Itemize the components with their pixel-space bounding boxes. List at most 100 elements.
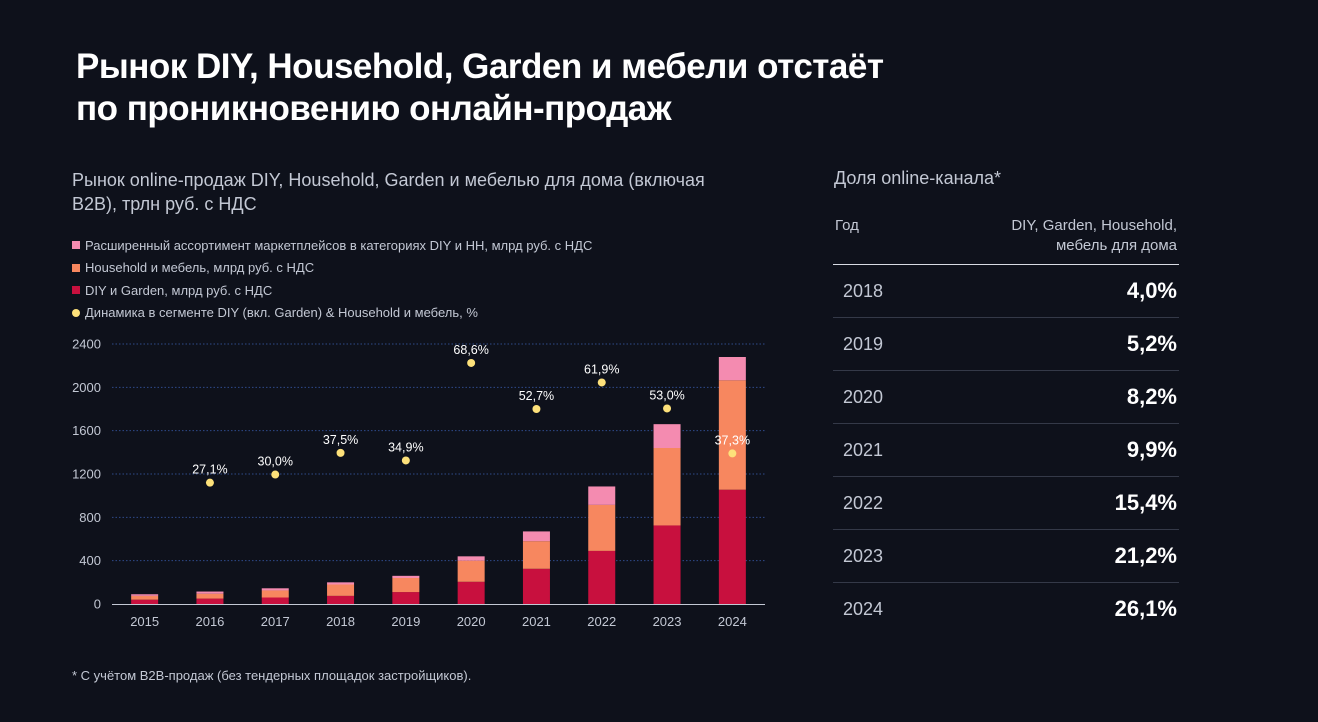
legend-item: DIY и Garden, млрд руб. с НДС [72,279,592,302]
bar-household-furniture [588,504,616,551]
legend-label: Динамика в сегменте DIY (вкл. Garden) & … [85,305,478,321]
growth-label: 27,1% [192,463,227,477]
bar-marketplace-assortment [261,588,289,591]
growth-label: 68,6% [453,343,488,357]
footnote: * С учётом B2B-продаж (без тендерных пло… [72,668,472,683]
y-tick-label: 800 [79,510,101,525]
bar-marketplace-assortment [392,575,420,578]
share-value: 8,2% [1126,384,1177,409]
x-tick-label: 2015 [130,614,159,629]
share-year: 2022 [843,492,884,513]
legend-swatch [72,241,80,250]
bar-diy-garden [718,489,746,604]
chart-title: Рынок online-продаж DIY, Household, Gard… [72,170,705,214]
bar-diy-garden [653,525,681,604]
bar-marketplace-assortment [327,582,355,585]
bar-marketplace-assortment [457,556,485,561]
share-value: 15,4% [1114,490,1177,515]
y-tick-label: 2000 [72,380,101,395]
growth-dot [467,358,476,367]
bar-household-furniture [131,595,159,600]
share-value: 4,0% [1126,278,1177,303]
bar-marketplace-assortment [653,424,681,448]
growth-dot [728,449,737,458]
online-share-panel: Доля online-канала* Год DIY, Garden, Hou… [833,166,1179,635]
bar-diy-garden [327,595,355,604]
share-year: 2023 [843,545,884,566]
share-title: Доля online-канала* [834,168,1002,188]
bar-diy-garden [196,598,224,604]
bar-household-furniture [522,541,550,569]
y-tick-label: 0 [94,597,101,612]
growth-dot [401,456,410,465]
share-row: 2022 15,4% [833,477,1179,530]
bar-household-furniture [392,578,420,593]
share-col-segment-line-1: DIY, Garden, Household, [1011,217,1177,234]
growth-dot [271,470,280,479]
legend-swatch [72,286,80,295]
legend-label: Расширенный ассортимент маркетплейсов в … [85,237,593,253]
y-tick-label: 2400 [72,337,101,352]
legend-label: DIY и Garden, млрд руб. с НДС [85,282,273,298]
x-tick-label: 2021 [522,614,551,629]
page-title-line-2: по проникновению онлайн-продаж [76,89,672,128]
legend-label: Household и мебель, млрд руб. с НДС [85,260,315,276]
share-value: 26,1% [1114,596,1177,621]
share-row: 2019 5,2% [833,318,1179,371]
y-tick-label: 1600 [72,423,101,438]
share-table-body: 2018 4,0% 2019 5,2% 2020 8,2% 2021 9,9% 2022 15,4… [833,265,1179,635]
bar-household-furniture [261,590,289,598]
growth-label: 34,9% [388,440,423,454]
growth-label: 53,0% [649,388,684,402]
page-title-line-1: Рынок DIY, Household, Garden и мебели от… [76,47,884,86]
bar-diy-garden [392,592,420,604]
bar-diy-garden [457,581,485,604]
share-table-header: Год DIY, Garden, Household, мебель для д… [833,216,1179,265]
bar-marketplace-assortment [131,594,159,596]
bar-diy-garden [588,550,616,604]
bar-marketplace-assortment [718,357,746,381]
share-value: 5,2% [1126,331,1177,356]
growth-label: 37,3% [715,433,750,447]
legend-dot-marker [72,308,80,317]
share-row: 2018 4,0% [833,265,1179,318]
bar-marketplace-assortment [196,591,224,594]
page-title: Рынок DIY, Household, Garden и мебели от… [76,46,1076,130]
growth-dot [663,404,672,413]
x-tick-label: 2016 [195,614,224,629]
stacked-bar-chart: 0 400 800 1200 1600 2000 2400 2015 2016 2017 2018 2… [72,337,765,629]
y-tick-label: 1200 [72,467,101,482]
growth-label: 30,0% [258,455,293,469]
share-col-segment: DIY, Garden, Household, мебель для дома [1011,216,1177,264]
growth-dot [532,405,541,413]
x-tick-label: 2020 [457,614,486,629]
share-row: 2023 21,2% [833,530,1179,583]
x-tick-label: 2024 [718,614,747,629]
growth-dot [597,378,606,387]
growth-label: 52,7% [519,389,554,403]
share-value: 9,9% [1126,437,1177,462]
share-year: 2024 [843,598,884,619]
legend-item: Расширенный ассортимент маркетплейсов в … [72,234,592,257]
bar-household-furniture [457,560,485,582]
share-col-year: Год [835,217,859,234]
x-tick-label: 2018 [326,614,355,629]
legend-item: Household и мебель, млрд руб. с НДС [72,257,592,280]
x-tick-label: 2019 [391,614,420,629]
share-year: 2018 [843,280,884,301]
bar-household-furniture [196,593,224,599]
legend-item: Динамика в сегменте DIY (вкл. Garden) & … [72,302,592,325]
bar-marketplace-assortment [588,486,616,505]
bar-diy-garden [131,599,159,604]
legend-swatch [72,263,80,272]
chart-legend: Расширенный ассортимент маркетплейсов в … [72,234,592,324]
growth-label: 37,5% [323,433,358,447]
bar-household-furniture [327,584,355,596]
share-value: 21,2% [1114,543,1177,568]
x-tick-label: 2023 [653,614,682,629]
share-year: 2019 [843,333,884,354]
share-row: 2021 9,9% [833,424,1179,477]
share-col-segment-line-2: мебель для дома [1055,237,1177,254]
growth-label: 61,9% [584,362,619,376]
bar-diy-garden [522,568,550,604]
